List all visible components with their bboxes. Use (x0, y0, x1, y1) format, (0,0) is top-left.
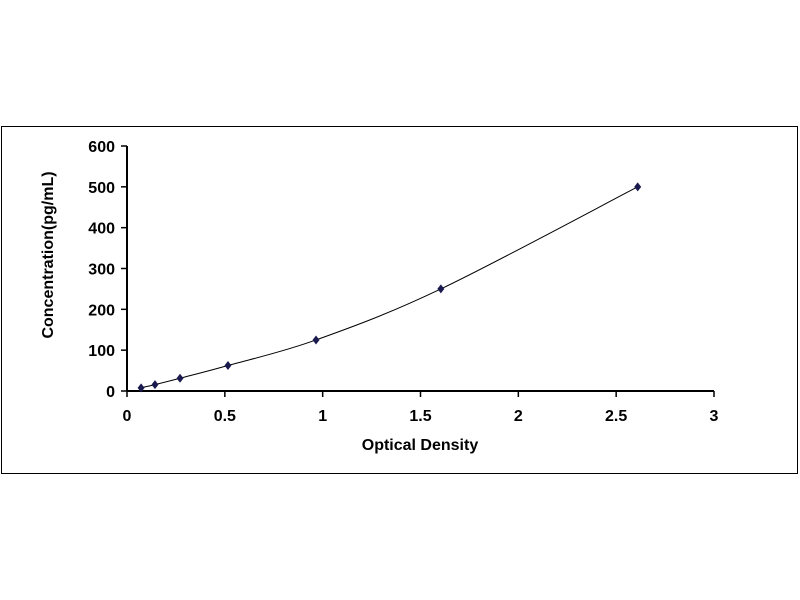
y-tick-label: 400 (88, 221, 115, 238)
y-tick-label: 200 (88, 302, 115, 319)
data-point (137, 383, 145, 393)
x-tick-label: 2.5 (605, 408, 627, 425)
y-tick-label: 100 (88, 343, 115, 360)
data-point (634, 182, 642, 192)
data-point (312, 335, 320, 345)
x-tick-label: 1 (318, 408, 327, 425)
x-tick-label: 0 (123, 408, 132, 425)
y-tick-label: 300 (88, 262, 115, 279)
y-axis-label: Concentration(pg/mL) (40, 171, 57, 338)
data-point (151, 380, 159, 390)
x-tick-label: 0.5 (214, 408, 236, 425)
x-axis-label: Optical Density (362, 437, 479, 454)
data-point (224, 360, 232, 370)
y-tick-label: 600 (88, 139, 115, 156)
chart-frame (1, 126, 798, 474)
x-tick-label: 1.5 (409, 408, 431, 425)
y-tick-label: 0 (106, 384, 115, 401)
data-point (176, 373, 184, 383)
y-tick-label: 500 (88, 180, 115, 197)
data-point (437, 284, 445, 294)
x-tick-label: 3 (710, 408, 719, 425)
x-tick-label: 2 (514, 408, 523, 425)
